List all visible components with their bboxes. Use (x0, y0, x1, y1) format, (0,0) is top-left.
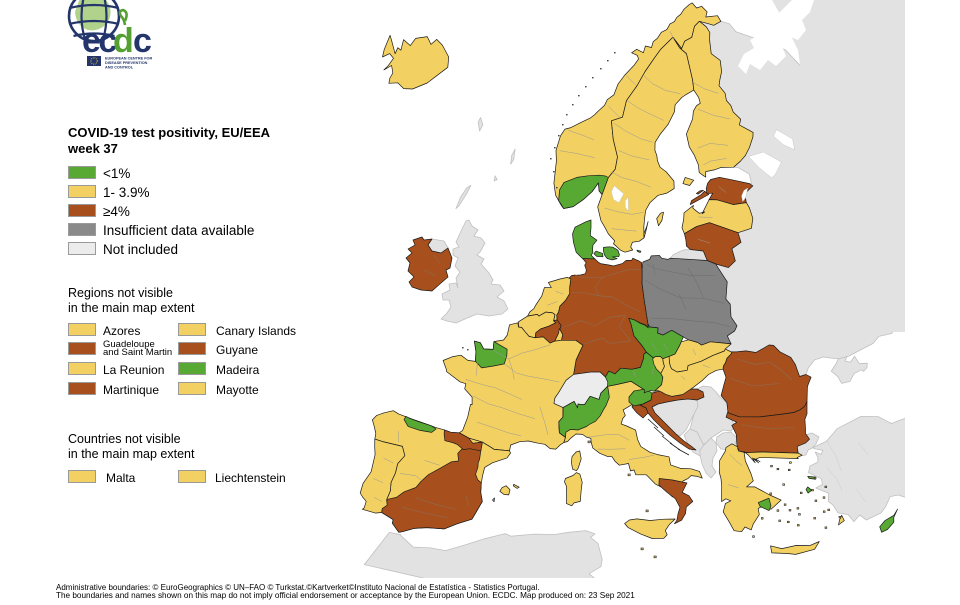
svg-text:c: c (133, 22, 152, 60)
svg-text:AND CONTROL: AND CONTROL (105, 65, 134, 69)
svg-text:DISEASE PREVENTION: DISEASE PREVENTION (105, 61, 148, 65)
svg-text:d: d (113, 22, 134, 60)
svg-text:ec: ec (82, 22, 116, 60)
svg-text:EUROPEAN CENTRE FOR: EUROPEAN CENTRE FOR (105, 57, 153, 61)
